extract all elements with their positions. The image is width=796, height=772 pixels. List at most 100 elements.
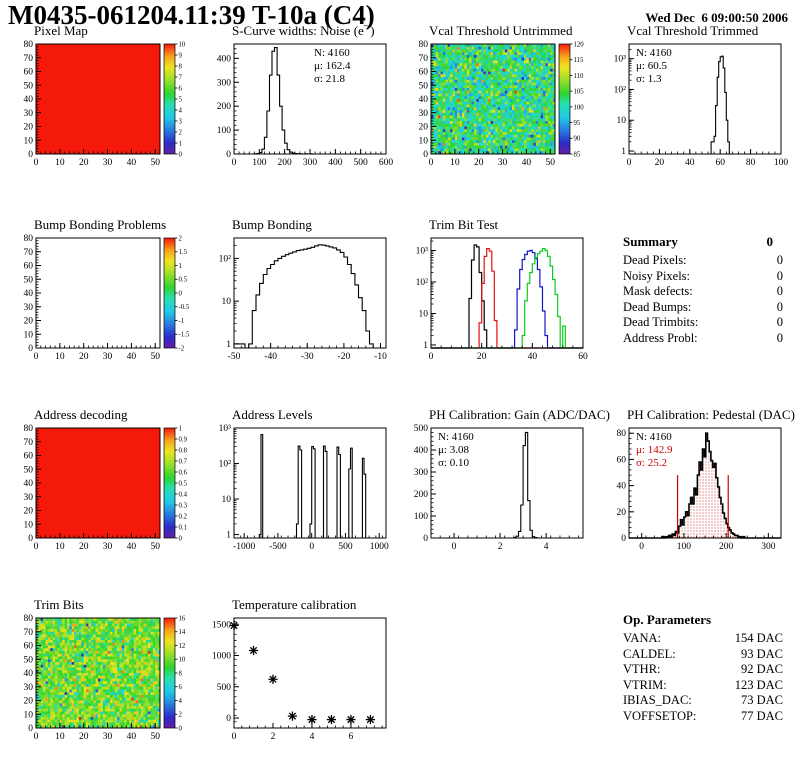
svg-text:20: 20	[617, 508, 627, 518]
svg-text:1: 1	[179, 140, 182, 147]
address-levels-chart: -1000 -500 0 500 1000 1 10 10² 10³	[219, 424, 389, 552]
op-parameters-rows: VANA: 154 DAC CALDEL: 93 DAC VTHR: 92 DAC VTRI…	[623, 631, 793, 724]
svg-text:80: 80	[746, 158, 756, 168]
svg-text:10: 10	[24, 330, 34, 340]
svg-text:40: 40	[24, 95, 34, 105]
svg-text:30: 30	[24, 303, 34, 313]
svg-text:N: 4160: N: 4160	[636, 47, 672, 59]
svg-text:N: 4160: N: 4160	[636, 431, 672, 443]
row-value: 0	[776, 253, 783, 267]
svg-text:80: 80	[24, 40, 34, 50]
svg-text:10: 10	[617, 116, 627, 126]
row-label: VTHR:	[623, 662, 661, 676]
svg-text:10: 10	[179, 41, 186, 48]
svg-text:0.1: 0.1	[179, 524, 188, 531]
svg-text:0.4: 0.4	[179, 491, 188, 498]
plot-vcal-untrimmed: Vcal Threshold Untrimmed 0 10 20 30 40 50 0 10 2…	[405, 24, 605, 194]
row-value: 0	[776, 315, 783, 329]
row-value: 93 DAC	[740, 646, 783, 661]
svg-text:3: 3	[179, 118, 183, 125]
svg-text:N: 4160: N: 4160	[314, 47, 350, 59]
svg-text:50: 50	[24, 465, 34, 475]
row-label: Dead Pixels:	[623, 253, 687, 267]
plot-address-decoding: Address decoding 0 10 20 30 40 50 0 10 20 30 40 50 6…	[10, 408, 210, 578]
scurve-noise-chart: 0 100 200 300 400 500 600 0 100 200 300 400 N: 4160μ…	[217, 43, 393, 168]
svg-text:0: 0	[429, 352, 434, 362]
svg-text:20: 20	[419, 123, 429, 133]
bump-bonding-chart: -50 -40 -30 -20 -10 1 10 10²	[219, 237, 387, 362]
bump-problems-chart: 0 10 20 30 40 5001020304050607080-2-1.5-1-0.5…	[24, 234, 190, 362]
svg-text:-500: -500	[269, 542, 287, 552]
plot-title: Bump Bonding	[232, 217, 312, 232]
svg-text:σ: 25.2: σ: 25.2	[636, 457, 667, 469]
svg-text:1: 1	[179, 263, 182, 270]
svg-text:400: 400	[414, 446, 429, 456]
svg-text:60: 60	[24, 68, 34, 78]
plot-title: Address Levels	[232, 407, 313, 422]
svg-text:70: 70	[24, 438, 34, 448]
svg-text:0: 0	[452, 542, 457, 552]
parameter-row: VANA: 154 DAC	[623, 631, 783, 647]
svg-text:10²: 10²	[219, 254, 232, 264]
svg-text:10: 10	[24, 520, 34, 530]
svg-text:0: 0	[28, 150, 33, 160]
svg-text:9: 9	[179, 52, 183, 59]
svg-text:10³: 10³	[416, 247, 429, 257]
op-parameters-header: Op. Parameters	[623, 612, 783, 628]
svg-text:2: 2	[179, 129, 183, 136]
parameter-row: IBIAS_DAC: 73 DAC	[623, 693, 783, 709]
svg-text:40: 40	[419, 95, 429, 105]
svg-text:-1.5: -1.5	[179, 332, 190, 339]
row-value: 92 DAC	[740, 662, 783, 676]
plot-vcal-trimmed: Vcal Threshold Trimmed 0 20 40 60 80 100 1 10 10…	[603, 24, 796, 194]
svg-text:10: 10	[222, 495, 232, 505]
svg-text:60: 60	[419, 68, 429, 78]
svg-text:1: 1	[423, 341, 428, 351]
svg-text:10: 10	[24, 136, 34, 146]
plot-trim-bits: Trim Bits 0 10 20 30 40 50 0 10 20 30 40 50 60 70 80 0 2…	[10, 598, 210, 768]
svg-text:10: 10	[419, 136, 429, 146]
summary-total: 0	[766, 234, 774, 249]
parameter-row: Dead Pixels: 0	[623, 253, 783, 269]
plot-ph-gain: PH Calibration: Gain (ADC/DAC) 0 2 4 0 100 20…	[405, 408, 610, 578]
svg-text:-0.5: -0.5	[179, 304, 190, 311]
svg-text:N: 4160: N: 4160	[438, 431, 474, 443]
svg-text:300: 300	[217, 78, 232, 88]
svg-text:100: 100	[677, 542, 692, 552]
svg-text:0: 0	[423, 150, 428, 160]
row-value: 77 DAC	[740, 708, 783, 723]
svg-text:10³: 10³	[614, 55, 627, 65]
parameter-row: Mask defects: 0	[623, 284, 783, 300]
svg-text:70: 70	[419, 54, 429, 64]
svg-text:-20: -20	[338, 352, 351, 362]
row-label: Mask defects:	[623, 284, 693, 298]
row-label: Noisy Pixels:	[623, 268, 691, 283]
plot-title: Address decoding	[34, 407, 128, 422]
svg-text:60: 60	[715, 158, 725, 168]
timestamp: Wed Dec 6 09:00:50 2006	[645, 10, 788, 25]
row-value: 0	[776, 268, 783, 283]
row-value: 0	[776, 330, 783, 345]
svg-text:0.9: 0.9	[179, 436, 188, 443]
row-label: CALDEL:	[623, 646, 676, 661]
svg-text:-10: -10	[374, 352, 387, 362]
svg-text:σ: 1.3: σ: 1.3	[636, 73, 662, 85]
svg-text:70: 70	[24, 54, 34, 64]
svg-text:40: 40	[24, 479, 34, 489]
summary-block: Summary 0 Dead Pixels: 0 Noisy Pixels: 0 Mas…	[623, 234, 793, 346]
svg-text:σ: 21.8: σ: 21.8	[314, 73, 345, 85]
row-label: Dead Bumps:	[623, 299, 692, 314]
parameter-row: Dead Trimbits: 0	[623, 315, 783, 331]
svg-text:300: 300	[414, 468, 429, 478]
svg-text:115: 115	[574, 57, 585, 64]
svg-text:0.7: 0.7	[179, 458, 188, 465]
svg-text:0: 0	[28, 344, 33, 354]
page-title: M0435-061204.11:39 T-10a (C4)	[8, 0, 375, 30]
svg-text:-40: -40	[264, 352, 277, 362]
parameter-row: VTRIM: 123 DAC	[623, 678, 783, 694]
svg-text:10: 10	[55, 352, 65, 362]
svg-text:30: 30	[103, 158, 113, 168]
svg-text:200: 200	[414, 490, 429, 500]
